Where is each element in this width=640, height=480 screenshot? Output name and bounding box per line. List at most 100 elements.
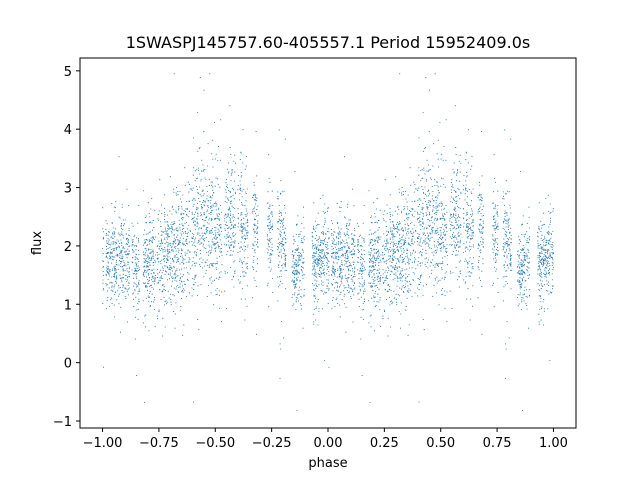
data-point xyxy=(412,228,414,230)
data-point xyxy=(363,204,365,207)
data-point xyxy=(148,222,150,224)
data-point xyxy=(543,241,545,243)
data-point xyxy=(269,270,271,272)
data-point xyxy=(410,211,412,213)
data-point xyxy=(463,174,465,177)
data-point xyxy=(547,284,550,287)
data-point xyxy=(180,306,182,308)
data-point xyxy=(464,199,466,201)
data-point xyxy=(537,269,539,271)
data-point xyxy=(105,233,107,235)
data-point xyxy=(348,237,350,239)
data-point xyxy=(478,261,480,264)
data-point xyxy=(482,227,484,229)
data-point xyxy=(266,238,268,240)
data-point xyxy=(436,211,438,213)
data-point xyxy=(210,230,212,232)
data-point xyxy=(482,220,484,222)
data-point xyxy=(371,297,373,299)
data-point xyxy=(350,295,352,297)
data-point xyxy=(245,165,247,167)
data-point xyxy=(111,222,113,224)
data-point xyxy=(546,253,549,255)
data-point xyxy=(414,210,416,212)
data-point xyxy=(188,210,191,212)
data-point xyxy=(233,225,235,227)
data-point xyxy=(205,262,207,264)
data-point xyxy=(282,238,284,240)
data-point xyxy=(176,260,178,262)
data-point xyxy=(376,237,378,239)
data-point xyxy=(208,251,210,253)
data-point xyxy=(449,290,451,292)
data-point xyxy=(351,268,354,270)
data-point xyxy=(467,266,469,268)
data-point xyxy=(395,269,397,271)
data-point xyxy=(443,245,445,247)
data-point xyxy=(479,199,481,201)
data-point xyxy=(255,199,257,201)
data-point xyxy=(361,276,363,278)
data-point xyxy=(428,195,430,197)
data-point xyxy=(300,289,302,291)
data-point xyxy=(523,259,525,261)
data-point xyxy=(400,277,402,279)
data-point xyxy=(431,228,433,230)
data-point xyxy=(419,251,421,253)
data-point xyxy=(253,194,255,196)
data-point xyxy=(506,245,508,247)
data-point xyxy=(167,273,169,275)
data-point xyxy=(417,260,419,263)
data-point xyxy=(382,244,384,246)
data-point xyxy=(154,261,157,263)
data-point xyxy=(303,267,305,269)
data-point xyxy=(421,252,423,254)
data-point xyxy=(170,298,172,300)
data-point xyxy=(339,248,341,250)
data-point xyxy=(373,258,375,260)
data-point xyxy=(181,257,183,259)
data-point xyxy=(318,310,320,312)
data-point xyxy=(410,240,412,242)
data-point xyxy=(348,246,350,248)
data-point xyxy=(119,217,121,219)
data-point xyxy=(179,241,181,243)
data-point xyxy=(371,239,373,241)
data-point xyxy=(413,216,415,218)
data-point xyxy=(252,267,254,269)
data-point xyxy=(121,203,123,205)
data-point xyxy=(136,375,138,377)
data-point xyxy=(173,191,175,193)
data-point xyxy=(299,260,301,262)
data-point xyxy=(277,249,279,251)
data-point xyxy=(206,210,208,212)
data-point xyxy=(152,288,155,290)
data-point xyxy=(404,219,406,221)
data-point xyxy=(456,200,458,202)
data-point xyxy=(552,285,554,287)
data-point xyxy=(451,237,453,239)
data-point xyxy=(421,255,423,257)
data-point xyxy=(116,299,118,301)
data-point xyxy=(145,261,147,263)
data-point xyxy=(171,249,173,251)
data-point xyxy=(215,232,217,234)
data-point xyxy=(109,243,111,245)
data-point xyxy=(401,229,403,231)
data-point xyxy=(361,286,363,288)
data-point xyxy=(173,266,175,268)
data-point xyxy=(401,270,403,272)
data-point xyxy=(450,200,452,203)
data-point xyxy=(410,252,412,254)
data-point xyxy=(245,191,247,193)
data-point xyxy=(408,280,410,282)
data-point xyxy=(173,188,175,190)
data-point xyxy=(339,293,341,296)
data-point xyxy=(317,239,319,241)
data-point xyxy=(271,204,273,207)
data-point xyxy=(470,229,472,231)
data-point xyxy=(506,257,508,259)
data-point xyxy=(297,264,299,266)
data-point xyxy=(413,224,415,226)
data-point xyxy=(482,246,484,248)
